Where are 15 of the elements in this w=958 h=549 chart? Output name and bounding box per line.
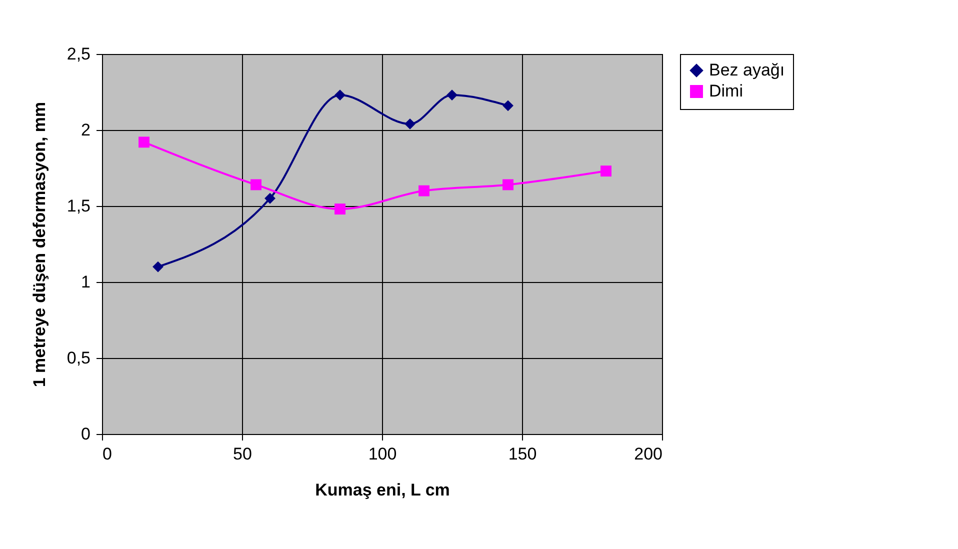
y-tick-label: 1,5 — [66, 196, 90, 216]
y-tick-label: 0,5 — [66, 348, 90, 368]
y-tick-label: 0 — [81, 424, 90, 444]
x-tick-label: 150 — [508, 444, 537, 464]
legend-label: Bez ayağı — [709, 60, 785, 80]
legend-label: Dimi — [709, 82, 743, 100]
x-tick-label: 100 — [368, 444, 397, 464]
y-tick-label: 2 — [81, 120, 90, 140]
x-tick-label: 0 — [102, 444, 112, 464]
x-tick-label: 50 — [233, 444, 252, 464]
y-tick-label: 1 — [81, 272, 90, 292]
x-axis-title: Kumaş eni, L cm — [315, 480, 450, 500]
x-tick-label: 200 — [634, 444, 662, 464]
y-axis-title: 1 metreye düşen deformasyon, mm — [30, 102, 49, 388]
y-tick-label: 2,5 — [66, 44, 90, 64]
